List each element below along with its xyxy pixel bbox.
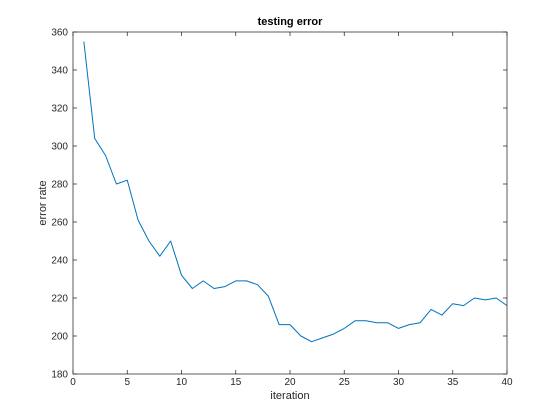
y-tick-label: 240: [51, 256, 68, 267]
x-axis-label: iteration: [270, 390, 309, 402]
y-axis-label: error rate: [37, 180, 49, 225]
y-tick-label: 320: [51, 104, 68, 115]
x-tick-label: 35: [447, 377, 459, 388]
y-tick-label: 260: [51, 218, 68, 229]
x-tick-label: 15: [230, 377, 242, 388]
y-tick-label: 340: [51, 66, 68, 77]
x-tick-label: 0: [70, 377, 76, 388]
y-tick-label: 300: [51, 142, 68, 153]
series-layer: [83, 41, 508, 343]
y-tick-label: 200: [51, 332, 68, 343]
y-tick-label: 220: [51, 294, 68, 305]
x-tick-label: 10: [176, 377, 188, 388]
x-tick-label: 25: [339, 377, 351, 388]
chart-title: testing error: [258, 16, 324, 28]
x-tick-label: 20: [284, 377, 296, 388]
plot-frame: [72, 31, 508, 375]
y-tick-label: 280: [51, 180, 68, 191]
y-tick-label: 180: [51, 370, 68, 381]
y-tick-label: 360: [51, 28, 68, 39]
x-tick-label: 5: [124, 377, 130, 388]
plot-area: [73, 32, 507, 374]
series-line: [83, 41, 508, 343]
x-tick-label: 30: [393, 377, 405, 388]
x-tick-label: 40: [501, 377, 513, 388]
